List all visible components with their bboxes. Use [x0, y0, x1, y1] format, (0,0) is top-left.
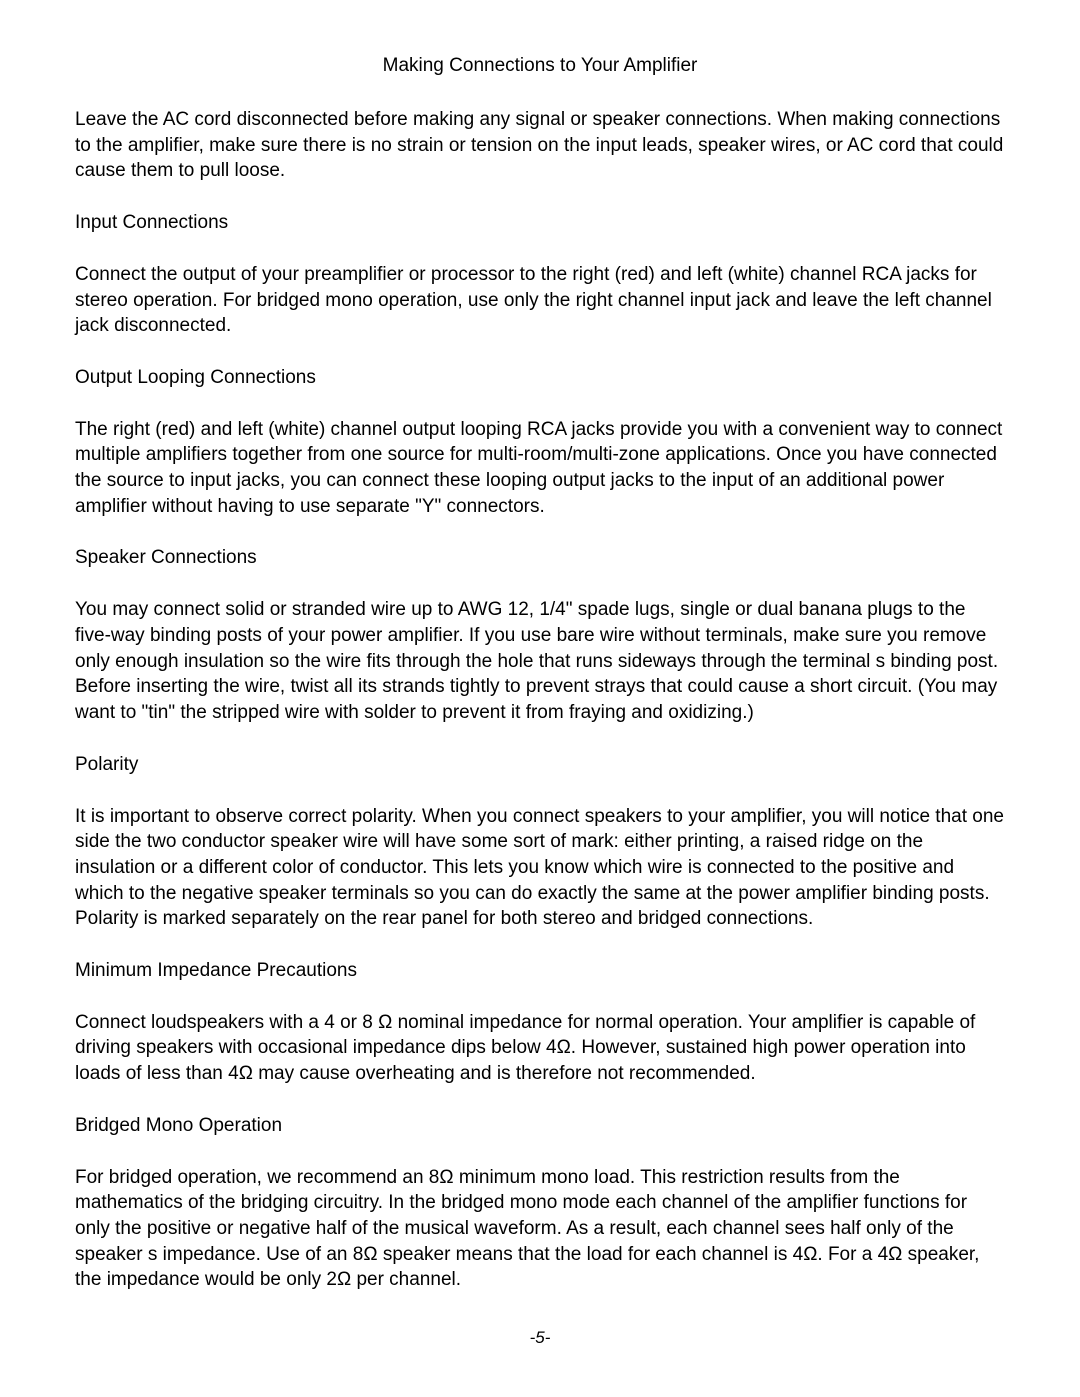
output-looping-body: The right (red) and left (white) channel…	[75, 417, 1005, 520]
polarity-heading: Polarity	[75, 754, 1005, 776]
impedance-heading: Minimum Impedance Precautions	[75, 960, 1005, 982]
polarity-body: It is important to observe correct polar…	[75, 804, 1005, 932]
page-number: -5-	[75, 1328, 1005, 1348]
input-connections-heading: Input Connections	[75, 212, 1005, 234]
intro-paragraph: Leave the AC cord disconnected before ma…	[75, 107, 1005, 184]
impedance-body: Connect loudspeakers with a 4 or 8 Ω nom…	[75, 1010, 1005, 1087]
input-connections-body: Connect the output of your preamplifier …	[75, 262, 1005, 339]
speaker-connections-heading: Speaker Connections	[75, 547, 1005, 569]
output-looping-heading: Output Looping Connections	[75, 367, 1005, 389]
bridged-mono-heading: Bridged Mono Operation	[75, 1115, 1005, 1137]
bridged-mono-body: For bridged operation, we recommend an 8…	[75, 1165, 1005, 1293]
speaker-connections-body: You may connect solid or stranded wire u…	[75, 597, 1005, 725]
document-title: Making Connections to Your Amplifier	[75, 55, 1005, 77]
